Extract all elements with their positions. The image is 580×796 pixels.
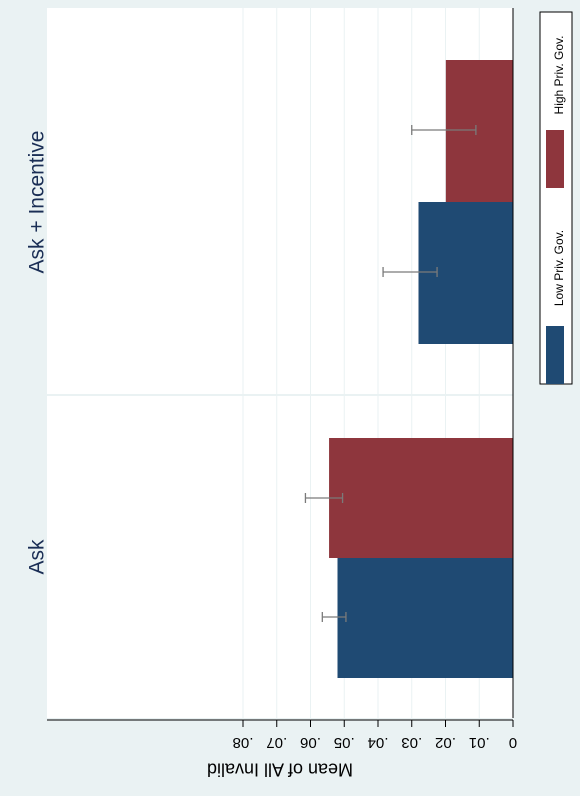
tick-label: 0: [509, 734, 517, 751]
legend-label: High Priv. Gov.: [552, 36, 566, 115]
bar-high-0: [329, 438, 513, 558]
tick-label: .07: [266, 734, 287, 751]
tick-label: .06: [300, 734, 321, 751]
tick-label: .04: [368, 734, 389, 751]
bars: [329, 60, 513, 678]
panel-label: Ask + Incentive: [26, 131, 49, 274]
value-axis: 0 .01 .02 .03 .04 .05 .06 .07 .08 Mean of All Inv…: [47, 8, 517, 779]
tick-label: .08: [233, 734, 254, 751]
legend: Low Priv. Gov. High Priv. Gov.: [539, 11, 573, 385]
panel-labels: Ask Ask + Incentive: [26, 131, 49, 575]
legend-swatch: [546, 326, 564, 384]
bar-low-1: [418, 202, 513, 344]
tick-label: .05: [334, 734, 355, 751]
tick-label: .01: [469, 734, 490, 751]
panel-label: Ask: [26, 539, 49, 575]
error-bars: [304, 125, 477, 622]
tick-label: .03: [401, 734, 422, 751]
legend-box: [539, 11, 573, 385]
tick-label: .02: [435, 734, 456, 751]
legend-swatch: [546, 130, 564, 188]
bar-low-0: [337, 558, 513, 678]
axis-title: Mean of All Invalid: [207, 759, 353, 779]
legend-label: Low Priv. Gov.: [552, 230, 566, 306]
bar-high-1: [445, 60, 513, 202]
